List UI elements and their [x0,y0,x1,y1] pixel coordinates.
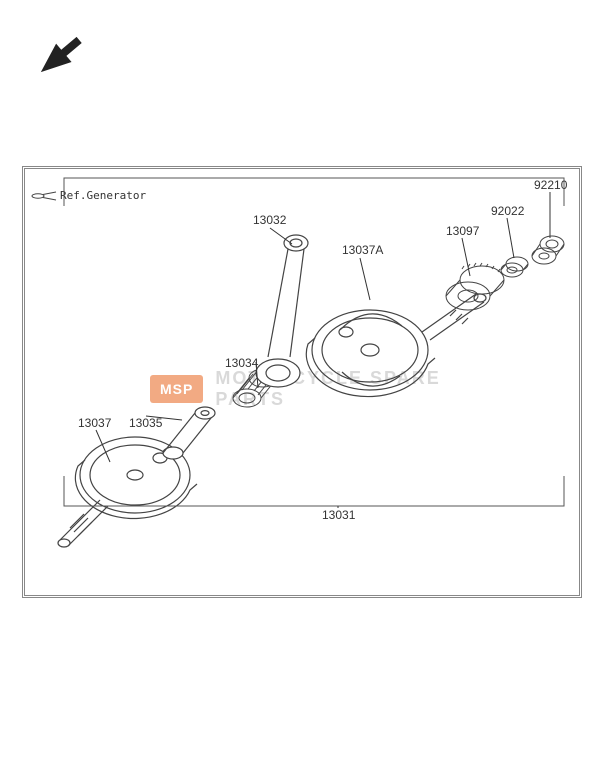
leader-lines [0,0,600,777]
